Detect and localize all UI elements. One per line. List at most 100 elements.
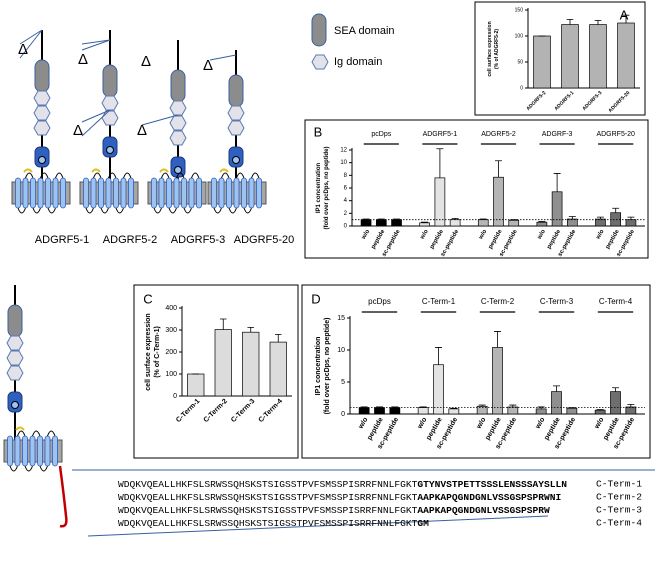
loop <box>183 207 192 214</box>
disulfide <box>219 168 229 173</box>
loop <box>32 207 41 214</box>
error-bar <box>509 404 517 407</box>
tm-helix <box>188 177 195 209</box>
y-axis-label-line: (fold over pcDps, no peptide) <box>324 146 330 229</box>
loop <box>123 172 132 179</box>
error-bar <box>375 406 384 408</box>
sequence-label: C-Term-3 <box>596 505 642 516</box>
x-tick-label: peptide <box>429 228 445 250</box>
bar <box>187 373 205 397</box>
sequence-label: C-Term-2 <box>596 492 642 503</box>
loop <box>221 172 230 179</box>
bar <box>374 407 385 415</box>
panel-frame <box>301 284 651 459</box>
loop <box>108 172 117 179</box>
ig-domain <box>33 90 51 106</box>
disulfide <box>23 168 33 173</box>
deletion-mark <box>81 39 111 45</box>
bar <box>625 406 637 415</box>
tm-helix <box>173 177 180 209</box>
sequence-label: C-Term-4 <box>596 518 642 529</box>
tm-helix <box>181 177 187 209</box>
y-tick-label: 10 <box>337 347 345 354</box>
x-tick-label: w/o <box>536 228 547 241</box>
y-axis-label-line: (% of C-Term-1) <box>154 326 161 378</box>
loop <box>9 465 18 472</box>
y-tick-label: 100 <box>165 371 177 378</box>
bar <box>360 219 372 227</box>
loop <box>17 430 26 437</box>
tm-helix <box>241 177 247 209</box>
construct-label: ADGRF5-3 <box>171 234 225 246</box>
gps-site <box>232 156 240 164</box>
loop <box>40 172 49 179</box>
group-label: ADGRF5-20 <box>596 131 635 138</box>
x-tick-label: C-Term-4 <box>258 398 284 424</box>
x-tick-label: peptide <box>371 228 387 250</box>
x-tick-label: ADGRF5-3 <box>581 90 603 112</box>
y-tick-label: 10 <box>340 160 347 166</box>
error-bar <box>479 218 487 220</box>
panel-frame <box>304 119 649 259</box>
error-bar <box>596 216 604 220</box>
tm-helix <box>52 435 58 467</box>
tm-helix <box>29 435 36 467</box>
error-bar <box>553 173 561 192</box>
error-bar <box>434 347 443 365</box>
bar <box>561 24 579 89</box>
bar <box>492 347 503 415</box>
error-bar <box>421 221 429 223</box>
bar <box>566 407 578 415</box>
sequence: WDQKVQEALLHKFSLSRWSSQHSKSTSIGSSTPVFSMSSP… <box>118 518 429 529</box>
loop <box>213 207 222 214</box>
panel-frame <box>474 1 646 116</box>
loop <box>93 172 102 179</box>
x-tick-label: w/o <box>416 416 428 430</box>
deletion-mark <box>81 109 111 123</box>
y-axis-label-line: IP1 concentration <box>316 162 322 213</box>
tm-helix <box>196 177 202 209</box>
error-bar <box>478 404 486 407</box>
c-terminus <box>58 465 68 528</box>
sea-domain <box>34 59 50 93</box>
x-tick-label: C-Term-1 <box>175 398 201 424</box>
tm-helix <box>22 435 28 467</box>
loop <box>32 430 41 437</box>
ig-domain <box>6 365 24 381</box>
x-tick-label: w/o <box>360 228 371 241</box>
deletion-mark <box>81 39 111 51</box>
loop <box>168 207 177 214</box>
y-tick-label: 200 <box>165 349 177 356</box>
bar <box>508 219 520 227</box>
sea-domain <box>7 304 23 338</box>
loop <box>85 207 94 214</box>
bar <box>536 221 548 227</box>
y-tick-label: 6 <box>344 186 348 192</box>
loop <box>161 172 170 179</box>
bar <box>507 406 519 415</box>
bar <box>595 218 606 227</box>
tm-helix <box>233 177 240 209</box>
error-bar <box>568 216 576 220</box>
y-axis-label: cell surface expression (% of C-Term-1) <box>145 313 161 390</box>
ig-domain <box>33 120 51 136</box>
bar <box>493 176 504 227</box>
error-bar <box>566 18 574 25</box>
loop <box>251 172 260 179</box>
error-bar <box>538 221 546 223</box>
loop <box>176 172 185 179</box>
tm-helix <box>45 177 51 209</box>
ig-domain <box>6 350 24 366</box>
loop <box>25 172 34 179</box>
error-bar <box>552 385 561 392</box>
group-label: ADGRF-3 <box>542 131 573 138</box>
ig-domain <box>169 115 187 131</box>
construct-label: ADGRF5-2 <box>103 234 157 246</box>
sequence-bold: AAPKAPQGNDGNLVSSGSPSPRW <box>417 505 550 516</box>
loop <box>115 207 124 214</box>
tm-helix <box>151 177 157 209</box>
ig-domain <box>33 105 51 121</box>
x-tick-label: C-Term-3 <box>230 398 256 424</box>
ig-domain <box>227 120 245 136</box>
sequences: WDQKVQEALLHKFSLSRWSSQHSKSTSIGSSTPVFSMSSP… <box>118 479 642 529</box>
